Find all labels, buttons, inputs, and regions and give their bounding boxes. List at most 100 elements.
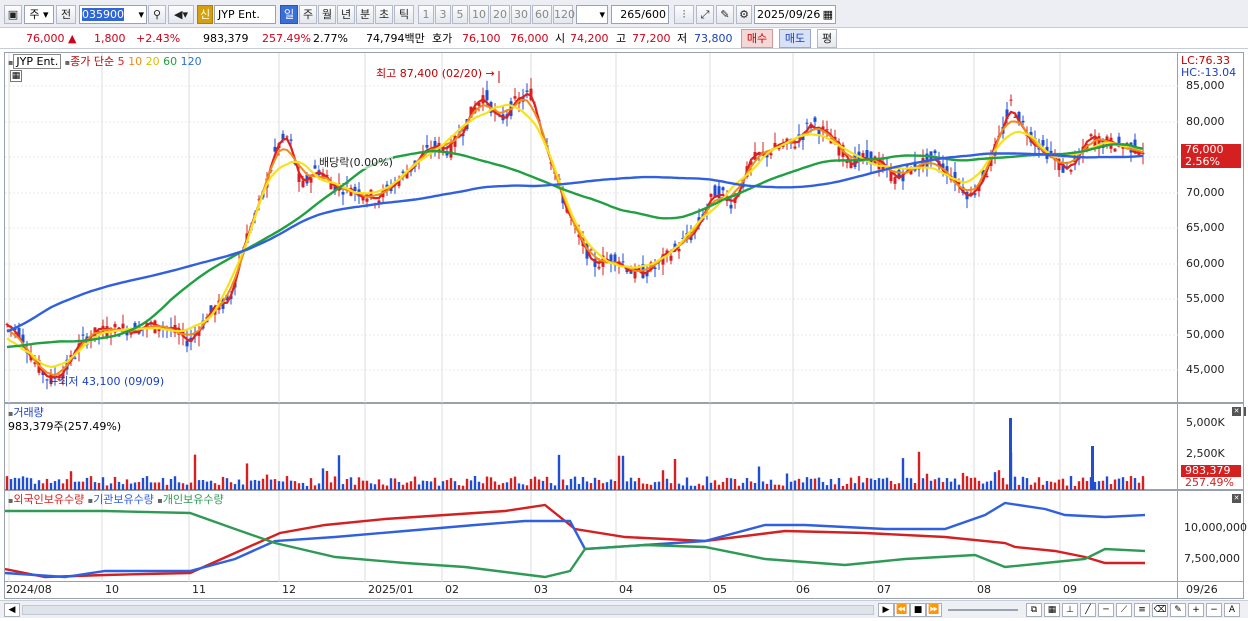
tab-year[interactable]: 년 — [337, 5, 355, 24]
quote-bar: 76,000 ▲ 1,800 +2.43% 983,379 257.49% 2.… — [0, 28, 1248, 49]
draw-icon[interactable]: ✎ — [716, 5, 734, 24]
toolbar: ▣ 주 ▾ 전 035900 ▾ ⚲ ◀▾ 신 JYP Ent. 일 주 월 년 … — [0, 0, 1248, 28]
num-120[interactable]: 120 — [553, 5, 575, 24]
candle-body — [893, 177, 897, 184]
stock-tag[interactable]: JYP Ent. — [13, 54, 62, 69]
close-icon[interactable]: ✕ — [1232, 494, 1241, 503]
grid-view-icon[interactable]: ▦ — [1044, 603, 1060, 617]
view-toggle[interactable]: 전 — [56, 5, 76, 24]
x-tick: 11 — [192, 583, 206, 596]
volume-bar — [373, 484, 377, 490]
speaker-icon[interactable]: ◀▾ — [168, 5, 194, 24]
stop-icon[interactable]: ■ — [910, 603, 926, 617]
date-field[interactable]: 2025/09/26 ▦ — [754, 5, 836, 24]
volume-bar — [621, 455, 625, 490]
candle-body — [953, 171, 957, 184]
candle-body — [121, 323, 125, 329]
volume-bar — [553, 485, 557, 490]
legend-ma10: 10 — [128, 55, 143, 68]
volume-bar — [617, 455, 621, 490]
scrollbar-track[interactable] — [22, 605, 874, 615]
candle-body — [825, 129, 829, 131]
zoom-in-icon[interactable]: + — [1188, 603, 1204, 617]
chevron-down-icon[interactable]: ▾ — [138, 8, 144, 21]
volume-bar — [705, 476, 709, 490]
volume-bar — [321, 468, 325, 490]
candle-body — [729, 204, 733, 209]
compare-icon[interactable]: ⧉ — [1026, 603, 1042, 617]
eraser-icon[interactable]: ⌫ — [1152, 603, 1168, 617]
text-tool-icon[interactable]: A — [1224, 603, 1240, 617]
volume-bar — [17, 478, 21, 490]
chevron-down-icon[interactable]: ▾ — [576, 5, 608, 24]
scroll-right-icon[interactable]: ▶ — [878, 603, 894, 617]
volume-bar — [813, 478, 817, 490]
sell-button[interactable]: 매도 — [779, 29, 811, 48]
num-20[interactable]: 20 — [490, 5, 510, 24]
num-60[interactable]: 60 — [532, 5, 552, 24]
period-select[interactable]: 주 ▾ — [24, 5, 54, 24]
tab-day[interactable]: 일 — [280, 5, 298, 24]
tab-week[interactable]: 주 — [299, 5, 317, 24]
candle-body — [1021, 120, 1025, 123]
grid-icon[interactable]: ▦ — [10, 70, 22, 82]
volume-bar — [433, 477, 437, 490]
volume-bar — [353, 484, 357, 490]
code-input[interactable]: 035900 ▾ — [79, 5, 147, 24]
candle-body — [57, 378, 61, 380]
tab-month[interactable]: 월 — [318, 5, 336, 24]
num-5[interactable]: 5 — [452, 5, 468, 24]
gear-icon[interactable]: ⚙ — [736, 5, 752, 24]
stock-name-field[interactable]: JYP Ent. — [214, 5, 276, 24]
volume-bar — [737, 485, 741, 490]
change-value: 1,800 — [94, 32, 126, 45]
volume-panel[interactable]: ▪거래량 983,379주(257.49%) ✕ — [4, 403, 1246, 491]
num-30[interactable]: 30 — [511, 5, 531, 24]
line-tool-icon[interactable]: ╱ — [1080, 603, 1096, 617]
tab-second[interactable]: 초 — [375, 5, 393, 24]
zoom-slider[interactable] — [948, 609, 1018, 611]
fibonacci-icon[interactable]: ≡ — [1134, 603, 1150, 617]
candle-type-icon[interactable]: ⫶ — [674, 5, 694, 24]
crosshair-icon[interactable]: ⤢ — [696, 5, 714, 24]
close-icon[interactable]: ✕ — [1232, 407, 1241, 416]
volume-bar — [557, 454, 561, 490]
tab-minute[interactable]: 분 — [356, 5, 374, 24]
candle-body — [41, 371, 45, 376]
buy-button[interactable]: 매수 — [741, 29, 773, 48]
candle-body — [677, 248, 681, 252]
candle-body — [181, 329, 185, 337]
scroll-left-icon[interactable]: ◀ — [4, 603, 20, 617]
price-axis: LC:76.33 HC:-13.04 85,000 80,000 70,000 … — [1178, 52, 1244, 403]
volume-bar — [805, 477, 809, 490]
high-annotation: 최고 87,400 (02/20) → — [376, 67, 495, 80]
volume-bar — [249, 480, 253, 490]
tab-tick[interactable]: 틱 — [394, 5, 414, 24]
price-panel[interactable]: ▪ JYP Ent. ▪종가 단순 5 10 20 60 120 ▦ 최고 87,… — [4, 52, 1179, 404]
ruler-icon[interactable]: ⊥ — [1062, 603, 1078, 617]
num-3[interactable]: 3 — [435, 5, 451, 24]
brush-icon[interactable]: ✎ — [1170, 603, 1186, 617]
candle-body — [837, 146, 841, 156]
zoom-out-icon[interactable]: − — [1206, 603, 1222, 617]
calendar-icon[interactable]: ▦ — [822, 8, 833, 21]
trend-tool-icon[interactable]: ⟋ — [1116, 603, 1132, 617]
layout-icon[interactable]: ▣ — [4, 5, 22, 24]
volume-bar — [861, 482, 865, 490]
y-tick: 85,000 — [1186, 79, 1225, 92]
horizontal-line-icon[interactable]: ─ — [1098, 603, 1114, 617]
forward-icon[interactable]: ⏩ — [926, 603, 942, 617]
volume-bar — [501, 483, 505, 490]
count-field[interactable]: 265/600 — [611, 5, 669, 24]
volume-bar-peak — [1091, 446, 1094, 490]
avg-button[interactable]: 평 — [817, 29, 837, 48]
volume-bar — [29, 478, 33, 490]
rewind-icon[interactable]: ⏪ — [894, 603, 910, 617]
num-10[interactable]: 10 — [469, 5, 489, 24]
volume-bar — [485, 476, 489, 490]
num-1[interactable]: 1 — [418, 5, 434, 24]
search-icon[interactable]: ⚲ — [148, 5, 166, 24]
volume-bar — [1097, 481, 1101, 490]
candle-body — [1117, 136, 1121, 144]
holdings-panel[interactable]: ▪외국인보유수량 ▪기관보유수량 ▪개인보유수량 — [4, 490, 1178, 583]
